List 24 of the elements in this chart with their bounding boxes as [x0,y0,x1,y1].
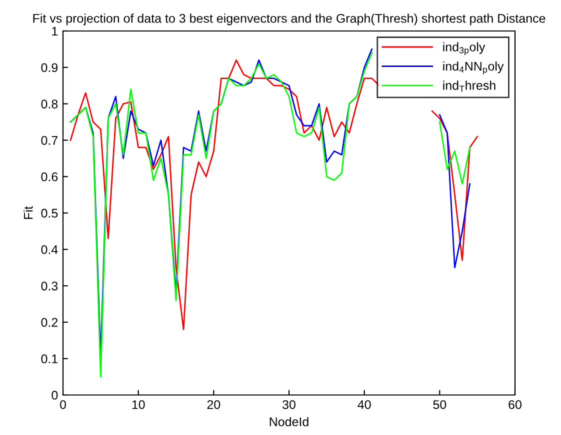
x-tick-label: 30 [282,400,296,410]
y-tick-label: 0.2 [41,318,58,327]
x-tick-label: 50 [433,400,446,410]
y-tick-label: 0.6 [41,172,58,182]
x-tick-label: 0 [60,400,66,410]
legend-label: ind$_{4}$NN$_{p}$oly [443,62,504,74]
x-axis-title: NodeId [270,417,308,426]
y-tick-label: 0 [52,390,58,400]
y-tick-label: 0.1 [41,354,58,364]
x-tick-label: 60 [508,400,522,410]
y-tick-label: 0.7 [41,136,58,145]
x-tick-label: 10 [132,400,145,410]
x-tick-label: 40 [358,400,371,410]
y-axis-title: Fit [24,206,33,219]
y-tick-label: 1 [52,26,58,36]
x-tick-label: 20 [207,400,220,410]
y-tick-label: 0.5 [41,208,58,218]
y-tick-label: 0.3 [41,282,58,290]
y-tick-label: 0.8 [41,100,58,108]
y-tick-label: 0.4 [41,245,58,254]
legend-label: ind$_{3p}$oly [443,42,486,56]
y-tick-label: 0.9 [41,63,58,72]
chart-title: Fit vs projection of data to 3 best eigenvectors and the Graph(Thresh) shortest path Distance [33,14,546,26]
legend-label: ind$_{T}$hresh [443,80,496,92]
